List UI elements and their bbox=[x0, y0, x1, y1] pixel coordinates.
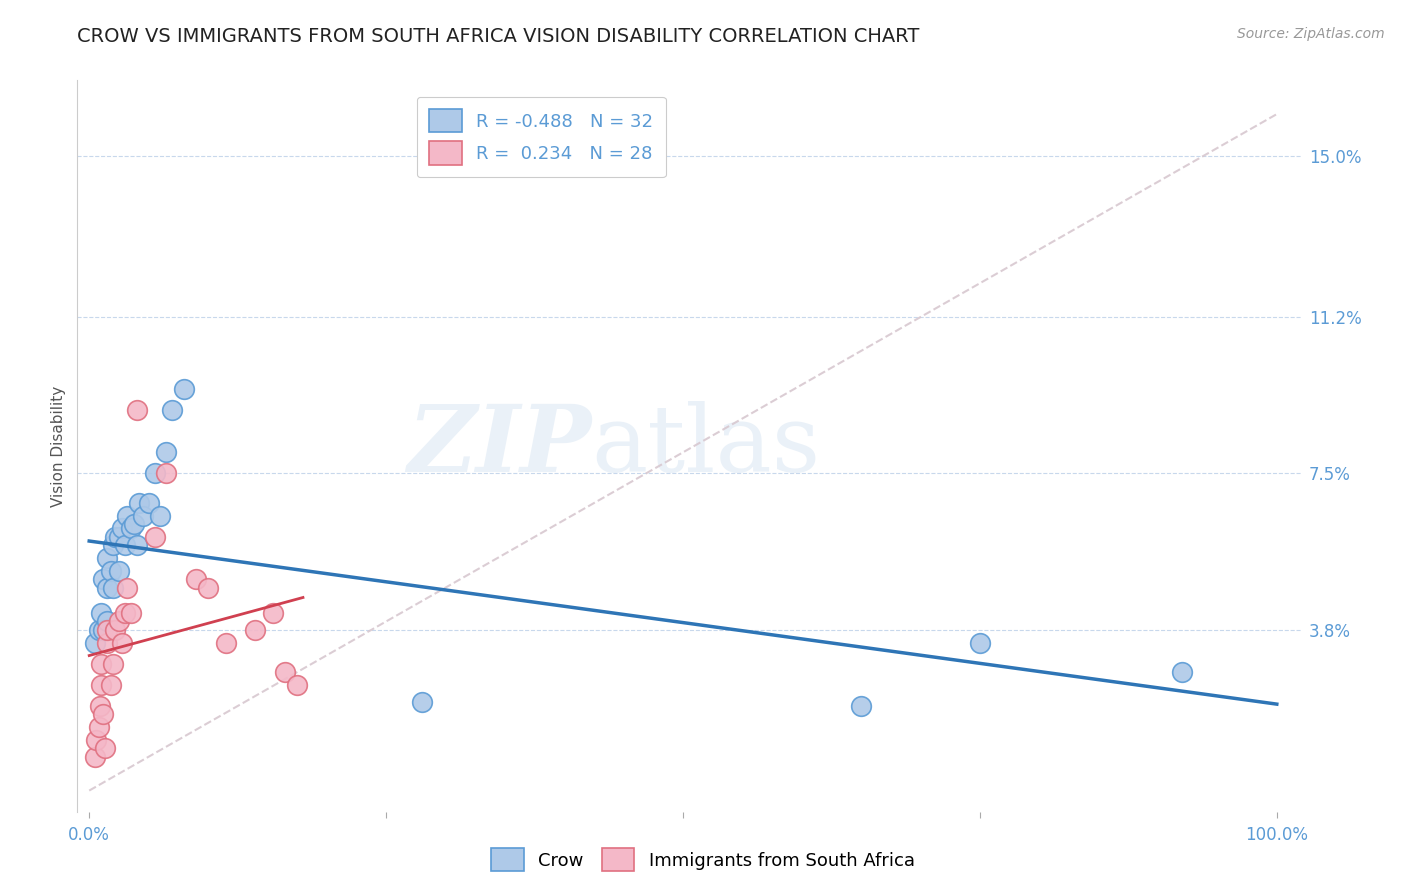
Point bbox=[87, 623, 110, 637]
Point bbox=[143, 530, 166, 544]
Point bbox=[115, 581, 138, 595]
Text: CROW VS IMMIGRANTS FROM SOUTH AFRICA VISION DISABILITY CORRELATION CHART: CROW VS IMMIGRANTS FROM SOUTH AFRICA VIS… bbox=[77, 27, 920, 45]
Point bbox=[89, 699, 111, 714]
Point bbox=[120, 606, 142, 620]
Point bbox=[124, 517, 146, 532]
Point bbox=[96, 551, 118, 566]
Point bbox=[96, 623, 118, 637]
Point bbox=[115, 508, 138, 523]
Text: ZIP: ZIP bbox=[406, 401, 591, 491]
Point bbox=[155, 445, 177, 459]
Point bbox=[262, 606, 284, 620]
Point bbox=[93, 741, 115, 756]
Point bbox=[411, 695, 433, 709]
Point bbox=[114, 606, 136, 620]
Point bbox=[138, 496, 160, 510]
Point bbox=[245, 623, 267, 637]
Point bbox=[90, 678, 112, 692]
Y-axis label: Vision Disability: Vision Disability bbox=[51, 385, 66, 507]
Point bbox=[184, 572, 207, 586]
Point bbox=[100, 678, 122, 692]
Point bbox=[104, 623, 127, 637]
Point bbox=[84, 635, 107, 649]
Point bbox=[125, 403, 148, 417]
Legend: R = -0.488   N = 32, R =  0.234   N = 28: R = -0.488 N = 32, R = 0.234 N = 28 bbox=[416, 96, 666, 178]
Point bbox=[149, 508, 172, 523]
Point bbox=[131, 508, 153, 523]
Point bbox=[87, 720, 110, 734]
Point bbox=[215, 635, 238, 649]
Point bbox=[101, 538, 124, 552]
Point bbox=[104, 530, 127, 544]
Point bbox=[162, 403, 184, 417]
Point bbox=[93, 572, 115, 586]
Point bbox=[111, 635, 134, 649]
Point bbox=[90, 657, 112, 671]
Point bbox=[143, 467, 166, 481]
Point bbox=[1171, 665, 1194, 680]
Point bbox=[84, 749, 107, 764]
Point bbox=[96, 635, 118, 649]
Point bbox=[108, 530, 131, 544]
Point bbox=[93, 623, 115, 637]
Point bbox=[128, 496, 150, 510]
Point bbox=[285, 678, 308, 692]
Point bbox=[274, 665, 297, 680]
Point bbox=[197, 581, 219, 595]
Point bbox=[111, 521, 134, 535]
Point bbox=[100, 564, 122, 578]
Point bbox=[108, 615, 131, 629]
Point bbox=[101, 581, 124, 595]
Point bbox=[101, 657, 124, 671]
Point bbox=[125, 538, 148, 552]
Legend: Crow, Immigrants from South Africa: Crow, Immigrants from South Africa bbox=[484, 841, 922, 879]
Text: Source: ZipAtlas.com: Source: ZipAtlas.com bbox=[1237, 27, 1385, 41]
Point bbox=[108, 564, 131, 578]
Point bbox=[969, 635, 991, 649]
Point bbox=[86, 732, 108, 747]
Point bbox=[849, 699, 872, 714]
Point bbox=[114, 538, 136, 552]
Text: atlas: atlas bbox=[591, 401, 820, 491]
Point bbox=[96, 581, 118, 595]
Point bbox=[120, 521, 142, 535]
Point bbox=[90, 606, 112, 620]
Point bbox=[173, 382, 195, 396]
Point bbox=[93, 707, 115, 722]
Point bbox=[96, 615, 118, 629]
Point bbox=[155, 467, 177, 481]
